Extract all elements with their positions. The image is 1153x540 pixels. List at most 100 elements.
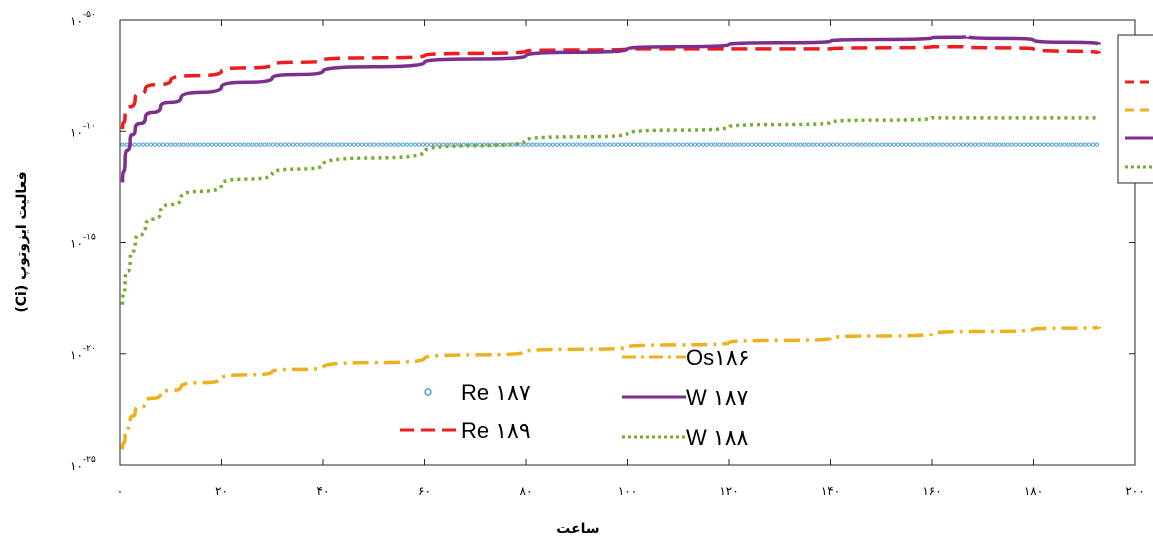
data-point	[802, 142, 807, 147]
data-point	[315, 142, 320, 147]
data-point	[213, 142, 219, 147]
data-point	[173, 142, 178, 147]
data-point	[1046, 142, 1051, 147]
data-point	[209, 142, 214, 147]
data-point	[782, 142, 787, 147]
data-point	[339, 142, 344, 147]
data-point	[1025, 142, 1031, 147]
x-tick-label: ۲۰	[215, 484, 228, 498]
data-point	[757, 142, 763, 147]
data-point	[745, 142, 750, 147]
data-point	[810, 142, 815, 147]
data-point	[981, 142, 986, 147]
data-point	[765, 142, 771, 147]
data-point	[1037, 142, 1043, 147]
data-point	[530, 142, 535, 147]
x-axis-ticks: ۰ ۲۰ ۴۰ ۶۰ ۸۰ ۱۰۰ ۱۲۰ ۱۴۰ ۱۶۰ ۱۸۰ ۲۰۰	[117, 20, 1145, 498]
data-point	[891, 142, 897, 147]
data-point	[920, 142, 925, 147]
data-point	[916, 142, 921, 147]
data-point	[1082, 142, 1087, 147]
data-point	[392, 142, 397, 147]
data-point	[684, 142, 689, 147]
data-point	[380, 142, 385, 147]
data-point	[156, 142, 162, 147]
data-point	[428, 142, 434, 147]
data-point	[347, 142, 352, 147]
data-point	[830, 142, 836, 147]
legend-label-re189: Re ۱۸۹	[461, 418, 531, 443]
data-point	[1050, 142, 1055, 147]
data-point	[1062, 142, 1067, 147]
data-point	[1013, 142, 1018, 147]
data-point	[798, 142, 803, 147]
data-point	[924, 142, 929, 147]
data-point	[583, 142, 588, 147]
data-point	[148, 142, 154, 147]
data-point	[737, 142, 742, 147]
data-point	[912, 142, 917, 147]
data-point	[753, 142, 758, 147]
data-point	[851, 142, 856, 147]
data-point	[506, 142, 511, 147]
data-point	[822, 142, 828, 147]
data-point	[705, 142, 710, 147]
data-point	[140, 142, 145, 147]
data-point	[774, 142, 779, 147]
data-point	[355, 142, 361, 147]
y-tick-label: ۱۰-۵۰	[70, 10, 96, 28]
data-point	[908, 142, 913, 147]
data-point	[1074, 142, 1079, 147]
data-point	[1009, 142, 1014, 147]
data-point	[648, 142, 653, 147]
data-point	[676, 142, 681, 147]
data-point	[656, 142, 661, 147]
data-point	[615, 142, 620, 147]
data-point	[343, 142, 348, 147]
data-point	[786, 142, 791, 147]
data-point	[404, 142, 409, 147]
data-point	[575, 142, 580, 147]
data-point	[940, 142, 945, 147]
data-point	[899, 142, 905, 147]
x-tick-label: ۴۰	[317, 484, 330, 498]
data-point	[1058, 142, 1063, 147]
data-point	[644, 142, 649, 147]
data-point	[977, 142, 982, 147]
data-point	[152, 142, 158, 147]
data-point	[185, 142, 190, 147]
data-point	[567, 142, 572, 147]
y-axis-label: فعالیت ایزوتوپ (Ci)	[14, 171, 30, 312]
data-point	[985, 142, 990, 147]
annotation-legend: Re ۱۸۷ Re ۱۸۹ Os۱۸۶ W ۱۸۷ W ۱۸۸	[400, 345, 750, 450]
data-point	[558, 142, 564, 147]
data-point	[376, 142, 381, 147]
data-point	[627, 142, 633, 147]
data-point	[319, 142, 324, 147]
data-point	[412, 142, 417, 147]
data-point	[591, 142, 596, 147]
data-point	[973, 142, 978, 147]
x-tick-label: ۶۰	[418, 484, 431, 498]
data-point	[721, 142, 726, 147]
data-point	[359, 142, 365, 147]
data-point	[932, 142, 937, 147]
data-point	[603, 142, 608, 147]
data-point	[416, 142, 422, 147]
data-point	[307, 142, 312, 147]
data-point	[843, 142, 848, 147]
data-point	[1066, 142, 1071, 147]
data-point	[286, 142, 292, 147]
data-point	[839, 142, 844, 147]
data-point	[989, 142, 994, 147]
data-point	[437, 142, 442, 147]
y-tick-label: ۱۰-۲۵	[70, 455, 96, 473]
data-point	[290, 142, 296, 147]
data-point	[623, 142, 629, 147]
data-point	[1070, 142, 1075, 147]
data-point	[526, 142, 531, 147]
data-point	[169, 142, 174, 147]
series-w-line	[120, 34, 1102, 183]
data-point	[863, 142, 868, 147]
